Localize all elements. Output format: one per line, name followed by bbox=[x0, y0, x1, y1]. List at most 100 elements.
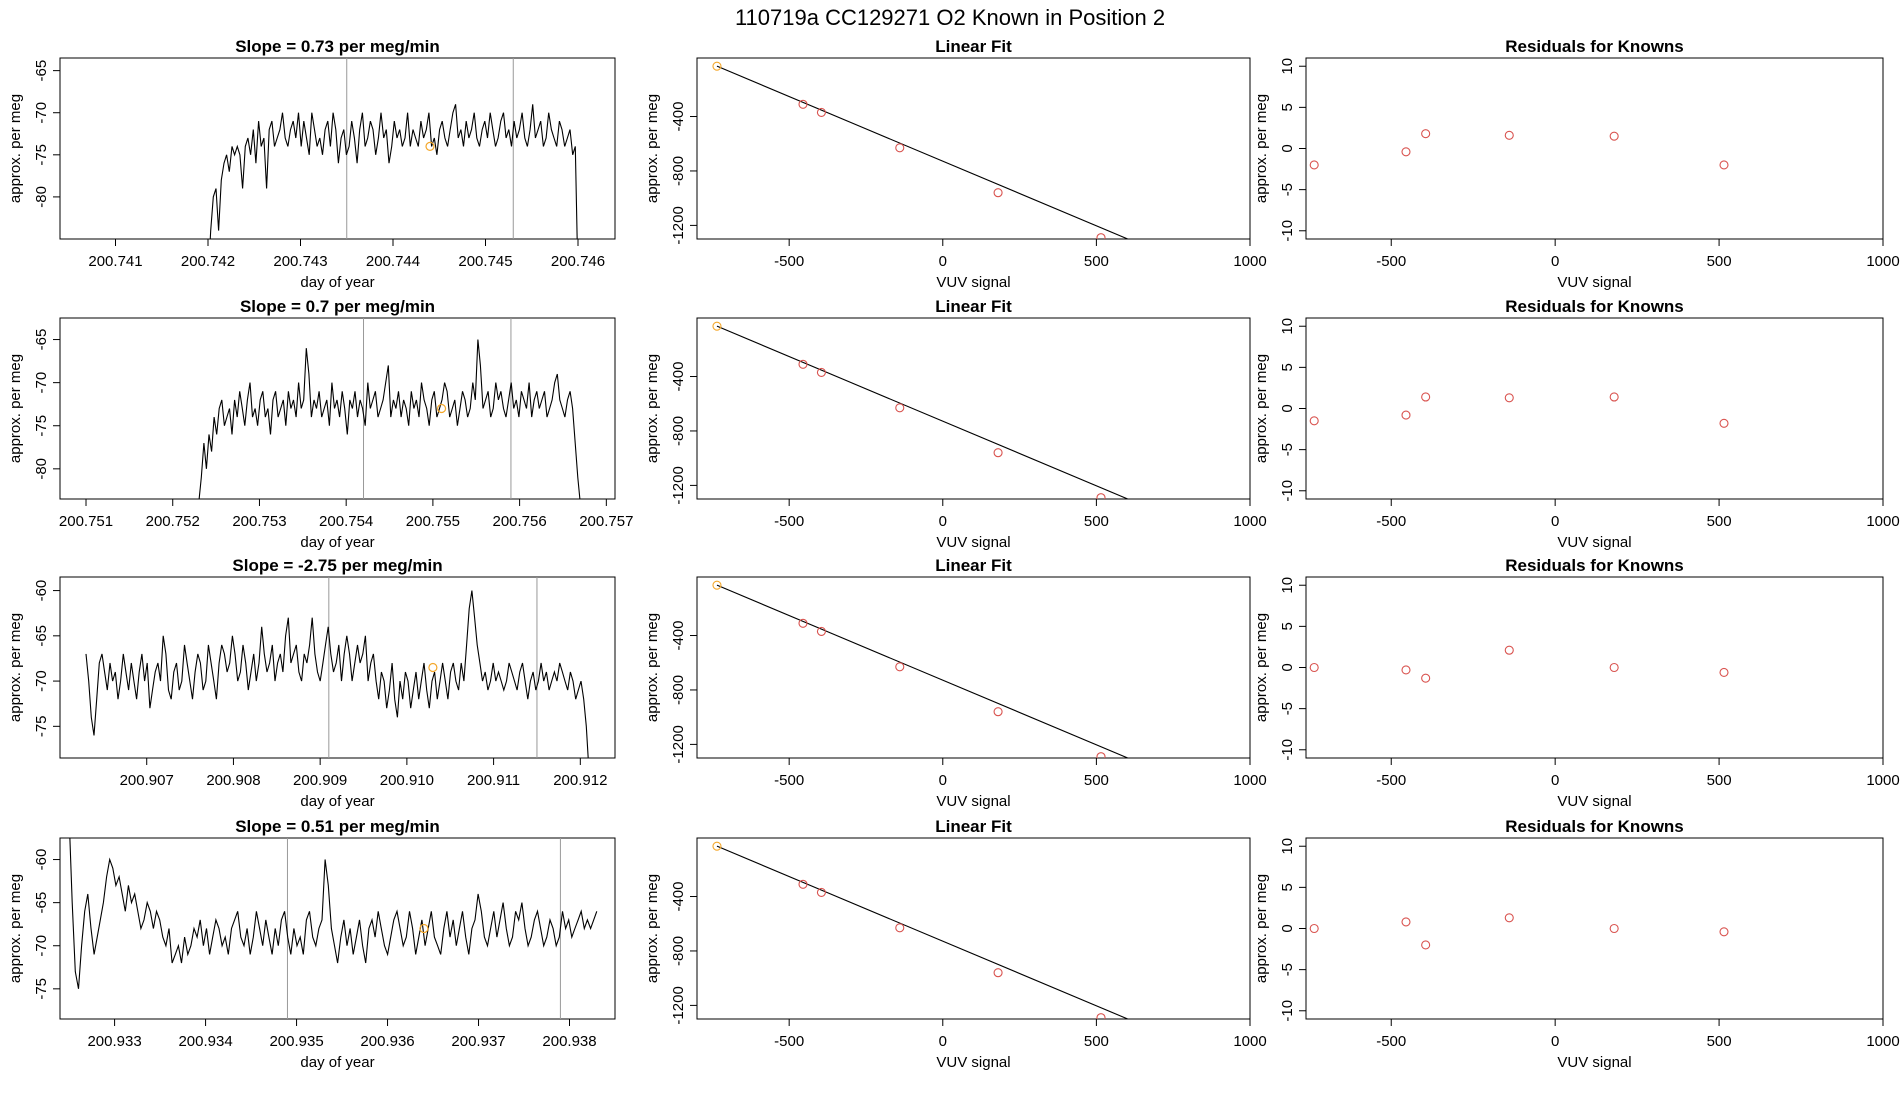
data-point bbox=[798, 99, 808, 109]
y-tick-label: -400 bbox=[670, 882, 687, 912]
y-axis-label: approx. per meg bbox=[1253, 874, 1270, 983]
y-axis-label: approx. per meg bbox=[7, 354, 24, 463]
panel-title: Slope = 0.73 per meg/min bbox=[235, 37, 440, 56]
data-point bbox=[1096, 752, 1106, 758]
residual-point bbox=[1401, 147, 1411, 157]
time-series-panel: Slope = 0.73 per meg/min day of year appro… bbox=[7, 37, 616, 291]
fit-line bbox=[716, 584, 1130, 758]
panel-title: Linear Fit bbox=[935, 817, 1012, 836]
time-series-panel: Slope = -2.75 per meg/min day of year appr… bbox=[7, 556, 616, 810]
plot-area bbox=[712, 841, 1130, 1019]
plot-frame bbox=[696, 837, 1251, 1020]
y-tick-label: -5 bbox=[1279, 963, 1296, 976]
data-point bbox=[798, 359, 808, 369]
x-axis-label: VUV signal bbox=[936, 793, 1010, 810]
residual-point bbox=[1609, 662, 1619, 673]
x-tick-label: 1000 bbox=[1866, 772, 1899, 789]
y-axis-label: approx. per meg bbox=[1253, 354, 1270, 463]
x-tick-label: 0 bbox=[939, 513, 947, 530]
fit-line bbox=[716, 845, 1130, 1019]
plot-frame bbox=[1305, 837, 1884, 1020]
x-axis-label: VUV signal bbox=[1557, 534, 1631, 551]
fit-line bbox=[716, 65, 1130, 239]
residual-point bbox=[1719, 927, 1729, 937]
y-tick-label: -5 bbox=[1279, 702, 1296, 715]
y-tick-label: -1200 bbox=[670, 206, 687, 244]
residuals-panel: Residuals for Knowns VUV signal approx. pe… bbox=[1253, 297, 1900, 551]
x-axis-label: VUV signal bbox=[1557, 1054, 1631, 1071]
data-point bbox=[1096, 493, 1106, 499]
panels-grid: Slope = 0.73 per meg/min day of year appro… bbox=[7, 37, 1900, 1071]
x-tick-label: 0 bbox=[939, 1033, 947, 1050]
data-point bbox=[712, 321, 722, 331]
residual-point bbox=[1719, 667, 1729, 677]
data-point bbox=[895, 143, 905, 153]
y-tick-label: -70 bbox=[33, 102, 50, 124]
data-point bbox=[1096, 1013, 1106, 1019]
time-series-panel: Slope = 0.7 per meg/min day of year approx… bbox=[7, 297, 633, 551]
plot-area bbox=[1309, 913, 1729, 950]
y-tick-label: -10 bbox=[1279, 480, 1296, 502]
y-tick-label: -65 bbox=[33, 329, 50, 351]
x-tick-label: 500 bbox=[1707, 253, 1732, 270]
x-tick-label: 200.751 bbox=[59, 513, 113, 530]
y-tick-label: -70 bbox=[33, 372, 50, 394]
y-axis-label: approx. per meg bbox=[7, 874, 24, 983]
plot-area bbox=[1309, 129, 1729, 170]
residual-point bbox=[1504, 645, 1514, 655]
plot-area bbox=[198, 318, 581, 499]
plot-frame bbox=[696, 57, 1251, 240]
y-tick-label: 5 bbox=[1279, 363, 1296, 371]
x-tick-label: 200.937 bbox=[451, 1033, 505, 1050]
plot-frame bbox=[59, 837, 616, 1020]
y-tick-label: 10 bbox=[1279, 577, 1296, 594]
figure-title: 110719a CC129271 O2 Known in Position 2 bbox=[735, 5, 1165, 30]
x-tick-label: 1000 bbox=[1233, 1033, 1266, 1050]
residual-point bbox=[1401, 410, 1411, 420]
y-tick-label: 5 bbox=[1279, 103, 1296, 111]
y-tick-label: -70 bbox=[33, 670, 50, 692]
x-tick-label: 200.754 bbox=[319, 513, 373, 530]
data-point bbox=[816, 107, 826, 117]
y-axis-label: approx. per meg bbox=[7, 94, 24, 203]
x-tick-label: 200.746 bbox=[551, 253, 605, 270]
data-point bbox=[712, 841, 722, 851]
data-point bbox=[816, 887, 826, 897]
y-tick-label: -10 bbox=[1279, 739, 1296, 761]
x-axis-label: VUV signal bbox=[936, 274, 1010, 291]
y-axis-label: approx. per meg bbox=[644, 874, 661, 983]
series-line bbox=[85, 590, 589, 758]
data-point bbox=[993, 707, 1003, 717]
x-tick-label: 500 bbox=[1707, 1033, 1732, 1050]
y-tick-label: 0 bbox=[1279, 144, 1296, 152]
x-tick-label: -500 bbox=[1376, 772, 1406, 789]
y-axis-label: approx. per meg bbox=[1253, 94, 1270, 203]
x-tick-label: 200.745 bbox=[458, 253, 512, 270]
plot-frame bbox=[696, 576, 1251, 759]
x-tick-label: 1000 bbox=[1233, 253, 1266, 270]
y-tick-label: -65 bbox=[33, 60, 50, 82]
residuals-panel: Residuals for Knowns VUV signal approx. pe… bbox=[1253, 556, 1900, 810]
series-line bbox=[198, 339, 581, 499]
plot-area bbox=[209, 58, 578, 239]
x-tick-label: 200.934 bbox=[178, 1033, 232, 1050]
plot-frame bbox=[696, 317, 1251, 500]
panel-title: Linear Fit bbox=[935, 556, 1012, 575]
x-tick-label: 1000 bbox=[1233, 513, 1266, 530]
mean-marker-point bbox=[436, 403, 447, 414]
x-tick-label: 0 bbox=[939, 253, 947, 270]
y-tick-label: 5 bbox=[1279, 622, 1296, 630]
y-tick-label: -400 bbox=[670, 102, 687, 132]
y-tick-label: 0 bbox=[1279, 663, 1296, 671]
y-tick-label: -60 bbox=[33, 849, 50, 871]
y-tick-label: -10 bbox=[1279, 220, 1296, 242]
y-tick-label: -1200 bbox=[670, 725, 687, 763]
data-point bbox=[712, 580, 722, 590]
x-axis-label: VUV signal bbox=[1557, 793, 1631, 810]
x-tick-label: -500 bbox=[774, 772, 804, 789]
plot-area bbox=[1309, 392, 1729, 428]
x-tick-label: 1000 bbox=[1866, 253, 1899, 270]
data-point bbox=[993, 188, 1003, 198]
y-tick-label: -800 bbox=[670, 156, 687, 186]
